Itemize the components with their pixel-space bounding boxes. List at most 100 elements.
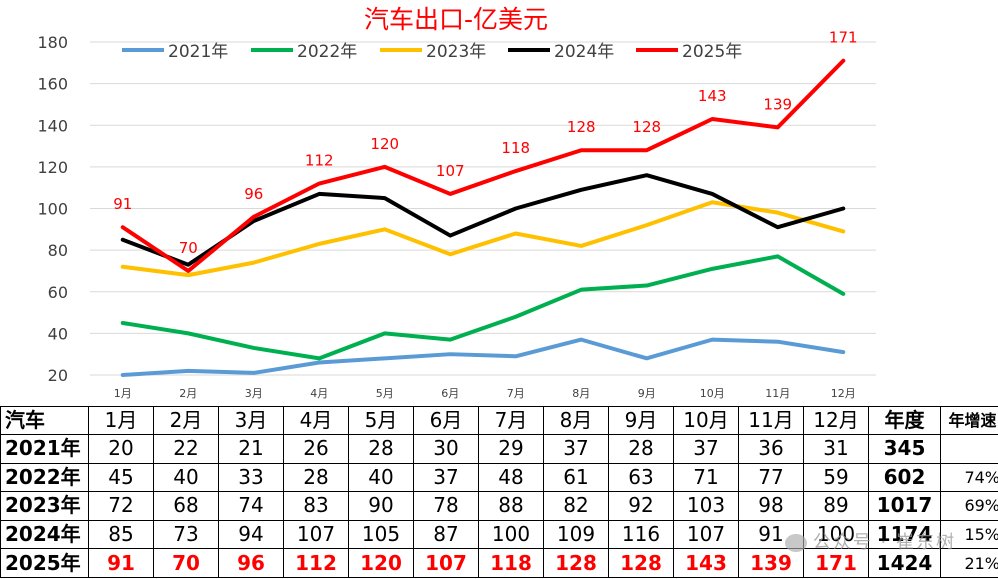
value-cell: 89: [803, 491, 869, 521]
value-cell: 30: [413, 434, 479, 464]
month-header: 8月: [543, 406, 609, 435]
watermark-text: 公众号 · 崔东树: [812, 532, 956, 553]
total-cell: 345: [868, 434, 941, 464]
value-cell: 100: [478, 519, 544, 550]
value-cell: 92: [608, 491, 674, 521]
month-header: 11月: [738, 406, 804, 435]
value-cell: 83: [283, 491, 349, 521]
data-label: 107: [436, 162, 465, 180]
data-label: 118: [501, 139, 530, 157]
row-year: 2025年: [0, 548, 89, 578]
y-axis: 20 40 60 80 100 120 140 160 180: [37, 33, 68, 385]
value-cell: 28: [283, 462, 349, 493]
growth-cell: 74%: [940, 462, 998, 493]
value-cell: 70: [153, 548, 219, 578]
legend-label: 2023年: [426, 42, 486, 62]
value-cell: 74: [218, 491, 284, 521]
growth-cell: 21%: [940, 548, 998, 578]
value-cell: 120: [348, 548, 414, 578]
legend-label: 2021年: [168, 42, 228, 62]
x-tick-label: 12月: [831, 387, 856, 400]
value-cell: 31: [803, 434, 869, 464]
x-tick-label: 7月: [507, 387, 525, 400]
data-label: 171: [829, 29, 858, 47]
x-tick-label: 5月: [376, 387, 394, 400]
value-cell: 40: [348, 462, 414, 493]
value-cell: 78: [413, 491, 479, 521]
value-cell: 116: [608, 519, 674, 550]
value-cell: 107: [673, 519, 739, 550]
growth-cell: [940, 434, 998, 464]
row-year: 2021年: [0, 434, 89, 464]
value-cell: 20: [88, 434, 154, 464]
table-row: 2023年 72 68 74 83 90 78 88 82 92 103 98 89 1017 69%: [0, 491, 998, 521]
value-cell: 73: [153, 519, 219, 550]
data-label: 120: [370, 135, 399, 153]
chart-title: 汽车出口-亿美元: [364, 5, 548, 34]
data-table: 汽车 1月 2月 3月 4月 5月 6月 7月 8月 9月 10月 11月 12月 年度 年增速 2021…: [0, 406, 998, 578]
wechat-icon: [784, 534, 807, 552]
value-cell: 71: [673, 462, 739, 493]
value-cell: 103: [673, 491, 739, 521]
value-cell: 109: [543, 519, 609, 550]
value-cell: 171: [803, 548, 869, 578]
total-cell: 602: [868, 462, 941, 493]
value-cell: 61: [543, 462, 609, 493]
value-cell: 28: [608, 434, 674, 464]
row-year: 2022年: [0, 462, 89, 493]
y-tick-label: 40: [48, 324, 68, 343]
value-cell: 85: [88, 519, 154, 550]
grid-lines: [90, 41, 876, 376]
growth-cell: 69%: [940, 491, 998, 521]
legend-item: 2021年: [122, 42, 228, 62]
x-tick-label: 9月: [638, 387, 656, 400]
value-cell: 63: [608, 462, 674, 493]
value-cell: 82: [543, 491, 609, 521]
value-cell: 112: [283, 548, 349, 578]
legend-label: 2024年: [554, 42, 614, 62]
value-cell: 37: [543, 434, 609, 464]
series-line-2022年: [120, 254, 846, 361]
y-tick-label: 60: [48, 283, 68, 302]
series-lines: [120, 58, 846, 377]
legend: 2021年 2022年 2023年 2024年 2025年: [122, 42, 742, 62]
line-chart: 汽车出口-亿美元 20 40 60 80 100 120 140 160 180 1月 2月 3月 4…: [37, 5, 876, 400]
value-cell: 107: [283, 519, 349, 550]
month-header: 2月: [153, 406, 219, 435]
value-cell: 45: [88, 462, 154, 493]
y-tick-label: 160: [37, 75, 68, 94]
data-label: 70: [179, 239, 198, 257]
total-cell: 1017: [868, 491, 941, 521]
value-cell: 77: [738, 462, 804, 493]
series-line-2021年: [120, 337, 846, 377]
data-label: 128: [632, 118, 661, 136]
legend-item: 2023年: [380, 42, 486, 62]
data-label: 96: [244, 185, 263, 203]
value-cell: 59: [803, 462, 869, 493]
x-tick-label: 2月: [179, 387, 197, 400]
total-cell: 1174: [868, 519, 941, 550]
series-line-2023年: [120, 200, 846, 278]
value-cell: 21: [218, 434, 284, 464]
growth-header: 年增速: [940, 406, 998, 435]
data-label: 143: [698, 87, 727, 105]
data-label: 139: [763, 95, 792, 113]
series-line-2024年: [120, 173, 846, 267]
value-cell: 28: [348, 434, 414, 464]
value-cell: 98: [738, 491, 804, 521]
data-label: 91: [113, 195, 132, 213]
table-corner: 汽车: [0, 406, 89, 435]
y-tick-label: 100: [37, 200, 68, 219]
y-tick-label: 80: [48, 241, 68, 260]
value-cell: 37: [413, 462, 479, 493]
data-label: 128: [567, 118, 596, 136]
value-cell: 48: [478, 462, 544, 493]
x-tick-label: 10月: [700, 387, 725, 400]
value-cell: 36: [738, 434, 804, 464]
value-cell: 91: [88, 548, 154, 578]
data-labels: 91 70 96 112 120 107 118 128 128 143 139 171: [113, 29, 857, 257]
total-header: 年度: [868, 406, 941, 435]
value-cell: 118: [478, 548, 544, 578]
table-row: 2024年 85 73 94 107 105 87 100 109 116 107 91 100 1174…: [0, 519, 998, 550]
month-header: 5月: [348, 406, 414, 435]
